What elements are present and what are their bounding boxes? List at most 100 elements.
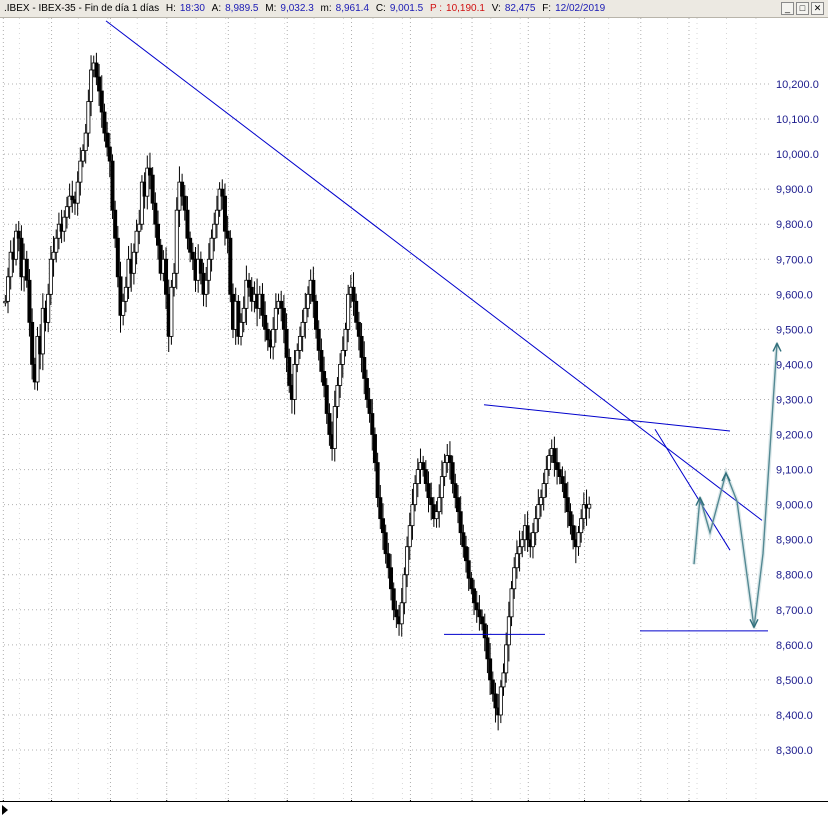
- candle-body: [415, 469, 420, 485]
- candle-body: [514, 553, 519, 569]
- y-tick-label: 9,900.0: [776, 184, 813, 196]
- projection-path: [693, 343, 778, 628]
- candle-body: [247, 279, 252, 288]
- candle-body: [563, 483, 568, 499]
- close-value: 9,001.5: [389, 3, 424, 14]
- candle-body: [204, 279, 209, 295]
- candlestick-series: [3, 52, 592, 731]
- y-tick-label: 9,300.0: [776, 394, 813, 406]
- candle-body: [493, 693, 498, 709]
- candle-body: [324, 385, 329, 414]
- maximize-icon[interactable]: □: [796, 2, 809, 15]
- candle-body: [474, 602, 479, 611]
- candle-body: [579, 518, 584, 534]
- candle-body: [335, 385, 340, 407]
- projection-shadow: [692, 343, 779, 628]
- candle-body: [544, 469, 549, 485]
- candle-body: [97, 76, 102, 92]
- candle-body: [488, 658, 493, 681]
- symbol-label: .IBEX - IBEX-35 - Fin de día 1 días: [4, 3, 160, 14]
- candle-body: [533, 518, 538, 534]
- candle-body: [423, 469, 428, 485]
- candle-body: [421, 462, 426, 470]
- candle-body: [466, 560, 471, 579]
- minimize-icon[interactable]: _: [781, 2, 794, 15]
- pointer-value: 10,190.1: [446, 3, 485, 14]
- volume-label: V:: [491, 3, 501, 14]
- candle-body: [447, 455, 452, 463]
- candle-body: [351, 286, 356, 302]
- candle-body: [153, 202, 158, 225]
- close-icon[interactable]: ✕: [811, 2, 824, 15]
- candle-body: [450, 462, 455, 484]
- candle-body: [389, 567, 394, 590]
- window-controls: _ □ ✕: [781, 2, 824, 15]
- candle-body: [222, 195, 227, 232]
- candle-body: [547, 455, 552, 470]
- candle-body: [386, 553, 391, 569]
- candle-body: [581, 504, 586, 520]
- candle-body: [480, 616, 485, 625]
- candle-body: [576, 532, 581, 548]
- candle-body: [332, 406, 337, 449]
- candle-body: [292, 364, 297, 400]
- volume-value: 82,475: [504, 3, 536, 14]
- candle-body: [464, 546, 469, 562]
- candle-body: [94, 62, 99, 78]
- candle-body: [206, 258, 211, 281]
- candle-body: [509, 588, 514, 618]
- candle-body: [587, 503, 592, 509]
- candle-body: [198, 258, 203, 274]
- high-label: M:: [265, 3, 277, 14]
- candle-body: [482, 623, 487, 639]
- y-tick-label: 9,000.0: [776, 500, 813, 512]
- candle-body: [439, 476, 444, 499]
- candle-body: [356, 321, 361, 337]
- y-tick-label: 9,100.0: [776, 465, 813, 477]
- y-tick-label: 8,800.0: [776, 570, 813, 582]
- close-label: C:: [375, 3, 386, 14]
- y-tick-label: 8,300.0: [776, 745, 813, 757]
- candle-body: [530, 532, 535, 548]
- y-tick-label: 9,500.0: [776, 324, 813, 336]
- candle-body: [477, 609, 482, 618]
- candle-body: [498, 686, 503, 716]
- y-tick-label: 10,000.0: [776, 149, 819, 161]
- candle-body: [300, 321, 305, 337]
- candle-body: [504, 644, 509, 674]
- scroll-left-icon[interactable]: [2, 805, 8, 815]
- candle-body: [115, 237, 120, 278]
- candle-body: [107, 146, 112, 162]
- candle-body: [174, 209, 179, 274]
- candle-body: [150, 174, 155, 204]
- candle-body: [311, 279, 316, 302]
- candle-body: [139, 181, 144, 225]
- candle-body: [156, 223, 161, 246]
- candle-body: [131, 251, 136, 274]
- short-downtrend-line: [654, 429, 731, 551]
- candle-body: [413, 483, 418, 506]
- candle-body: [89, 69, 94, 102]
- date-axis-bar: [0, 801, 828, 818]
- pointer-label: P :: [429, 3, 443, 14]
- candle-body: [346, 293, 351, 330]
- candle-body: [297, 335, 302, 351]
- candle-body: [145, 167, 150, 197]
- candle-body: [359, 335, 364, 358]
- candle-body: [48, 258, 53, 295]
- candle-body: [402, 574, 407, 604]
- candle-body: [364, 378, 369, 400]
- candle-body: [407, 525, 412, 548]
- candle-body: [455, 497, 460, 513]
- candle-body: [164, 258, 169, 295]
- candle-body: [16, 230, 21, 239]
- candle-body: [565, 497, 570, 513]
- candle-body: [517, 546, 522, 555]
- candle-body: [123, 286, 128, 302]
- y-tick-label: 10,100.0: [776, 114, 819, 126]
- candle-body: [316, 328, 321, 351]
- candle-body: [469, 577, 474, 590]
- candle-body: [340, 349, 345, 365]
- price-chart[interactable]: 8,300.0 8,400.0 8,500.0 8,600.0 8,700.0 8,800…: [0, 18, 828, 801]
- candle-body: [19, 237, 24, 278]
